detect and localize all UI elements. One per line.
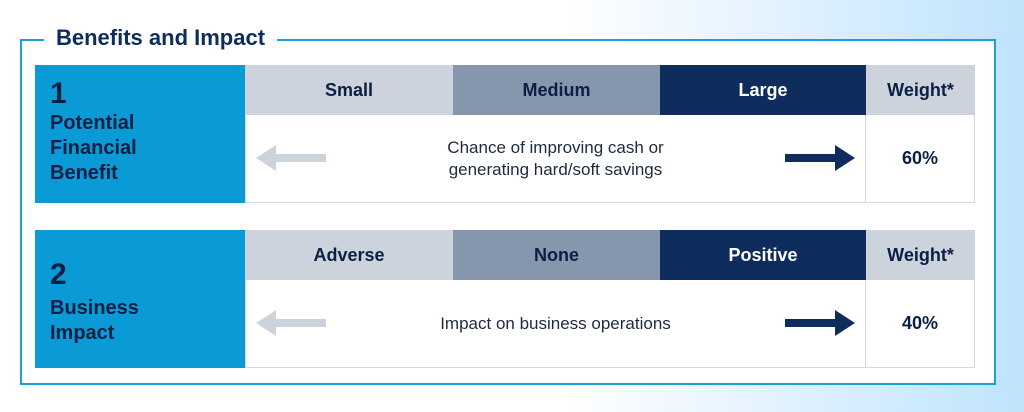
description-text: Chance of improving cash or generating h… xyxy=(356,115,755,202)
scale-header-mid: None xyxy=(453,230,660,280)
scale-header-low: Adverse xyxy=(245,230,453,280)
arrow-right-icon xyxy=(785,145,855,171)
weight-value: 60% xyxy=(866,115,975,203)
description-cell: Chance of improving cash or generating h… xyxy=(245,115,866,203)
scale-header-high: Large xyxy=(660,65,866,115)
arrow-right-icon xyxy=(785,310,855,336)
description-cell: Impact on business operations xyxy=(245,280,866,368)
arrow-left-icon xyxy=(256,310,326,336)
scale-header-low: Small xyxy=(245,65,453,115)
description-line: Impact on business operations xyxy=(440,313,671,333)
criterion-row-business-impact: 2 Business Impact Adverse None Positive … xyxy=(35,230,975,368)
description-line: generating hard/soft savings xyxy=(448,159,663,179)
weight-header: Weight* xyxy=(866,65,975,115)
criterion-label-line: Potential xyxy=(50,112,135,134)
arrow-left-icon xyxy=(256,145,326,171)
criterion-label-line: Impact xyxy=(50,322,115,344)
criterion-number: 1 xyxy=(50,77,67,110)
description-line: Chance of improving cash or xyxy=(447,137,664,157)
panel-title: Benefits and Impact xyxy=(44,24,278,52)
criterion-label-line: Benefit xyxy=(50,162,118,184)
description-text: Impact on business operations xyxy=(356,280,755,367)
criterion-row-financial-benefit: 1 Potential Financial Benefit Small Medi… xyxy=(35,65,975,203)
criterion-label-cell: 1 Potential Financial Benefit xyxy=(35,65,245,203)
scale-header-mid: Medium xyxy=(453,65,660,115)
weight-header: Weight* xyxy=(866,230,975,280)
scale-header-high: Positive xyxy=(660,230,866,280)
criterion-label-cell: 2 Business Impact xyxy=(35,230,245,368)
weight-value: 40% xyxy=(866,280,975,368)
criterion-number: 2 xyxy=(50,258,67,291)
criterion-label-line: Business xyxy=(50,297,139,319)
criterion-label-line: Financial xyxy=(50,137,137,159)
